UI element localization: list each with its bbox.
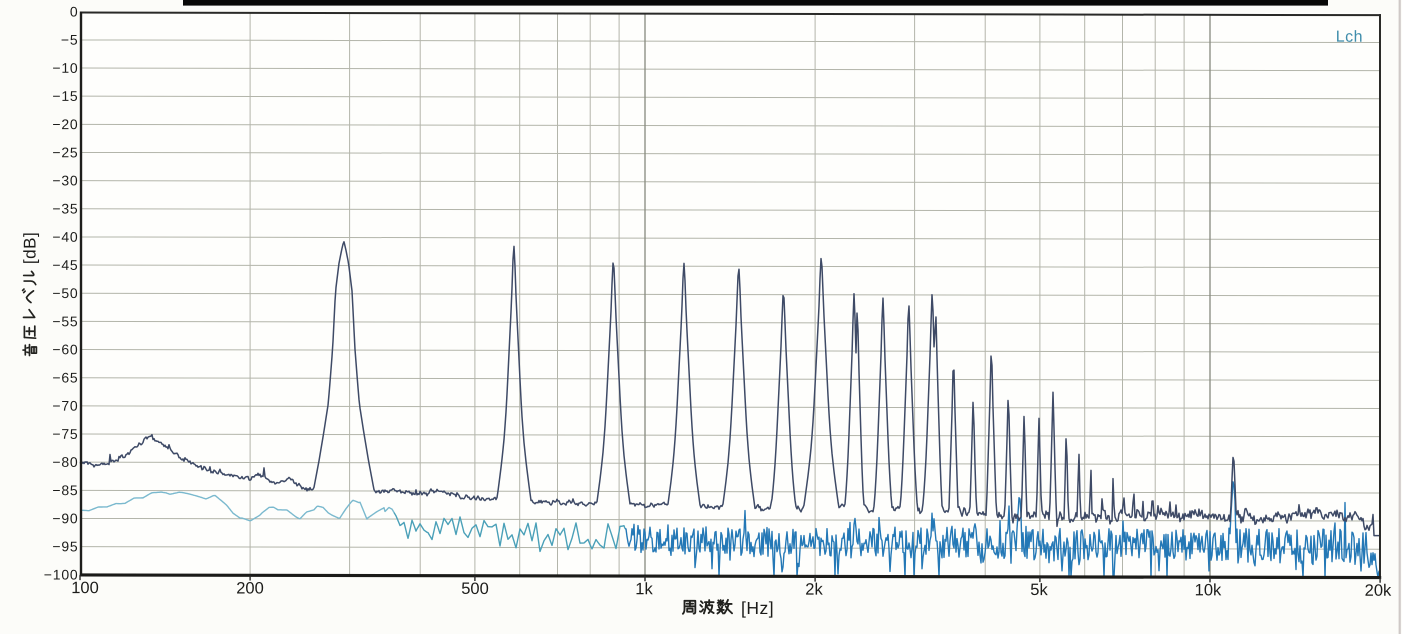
svg-text:−90: −90 bbox=[52, 510, 78, 526]
svg-text:100: 100 bbox=[71, 579, 99, 597]
svg-text:−80: −80 bbox=[52, 454, 78, 470]
svg-text:−20: −20 bbox=[52, 116, 78, 132]
svg-text:−40: −40 bbox=[52, 229, 78, 245]
svg-text:5k: 5k bbox=[1030, 581, 1048, 599]
svg-text:−5: −5 bbox=[61, 32, 79, 48]
svg-text:500: 500 bbox=[461, 580, 489, 598]
svg-text:−30: −30 bbox=[52, 172, 78, 188]
svg-text:1k: 1k bbox=[635, 580, 653, 598]
svg-text:200: 200 bbox=[236, 579, 264, 597]
svg-text:−15: −15 bbox=[52, 88, 78, 104]
svg-text:−75: −75 bbox=[52, 426, 78, 442]
svg-text:−60: −60 bbox=[52, 341, 78, 357]
svg-text:[dB]: [dB] bbox=[21, 232, 40, 264]
svg-text:10k: 10k bbox=[1195, 581, 1222, 599]
svg-text:−50: −50 bbox=[52, 285, 78, 301]
svg-text:Lch: Lch bbox=[1336, 29, 1363, 46]
svg-text:−10: −10 bbox=[52, 60, 78, 76]
svg-text:−45: −45 bbox=[52, 257, 78, 273]
svg-text:−65: −65 bbox=[52, 370, 78, 386]
svg-text:−25: −25 bbox=[52, 144, 78, 160]
svg-text:−85: −85 bbox=[52, 482, 78, 498]
svg-text:−35: −35 bbox=[52, 201, 78, 217]
svg-text:−100: −100 bbox=[44, 566, 79, 582]
svg-text:−95: −95 bbox=[52, 538, 78, 554]
svg-text:20k: 20k bbox=[1365, 582, 1392, 600]
svg-text:−55: −55 bbox=[52, 313, 78, 329]
svg-text:0: 0 bbox=[70, 4, 79, 20]
svg-text:2k: 2k bbox=[805, 581, 823, 599]
svg-text:−70: −70 bbox=[52, 398, 78, 414]
svg-text:[Hz]: [Hz] bbox=[741, 598, 774, 618]
